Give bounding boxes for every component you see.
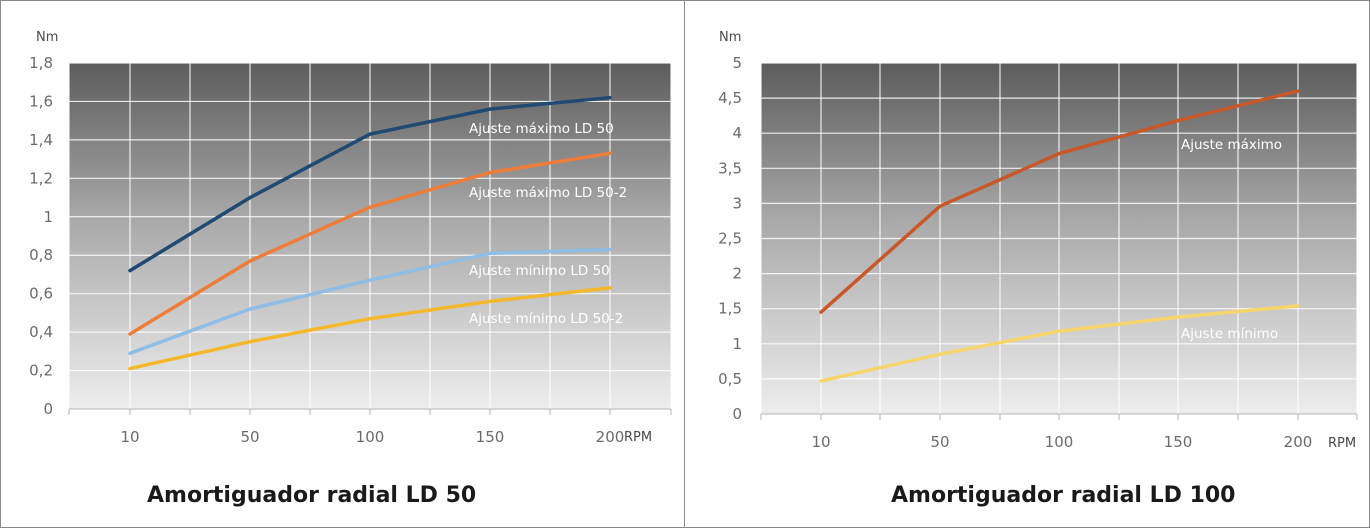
series-label: Ajuste mínimo LD 50-2 — [469, 311, 623, 327]
y-tick-label: 1,6 — [29, 92, 53, 110]
y-tick-label: 1,5 — [718, 300, 742, 318]
chart-caption: Amortiguador radial LD 100 — [891, 483, 1236, 508]
y-tick-label: 1,2 — [29, 169, 53, 187]
y-tick-label: 4 — [732, 124, 742, 142]
y-tick-label: 1 — [732, 335, 742, 353]
series-line — [128, 151, 612, 336]
x-tick-label: 150 — [476, 428, 505, 446]
y-tick-label: 0 — [732, 405, 742, 423]
x-axis-unit: RPM — [1328, 436, 1356, 451]
chart-panel-ld50: 0 0,2 0,4 0,6 0,8 1 1,2 1,4 1,6 1,8 10 50 100 150 200 N… — [0, 0, 685, 528]
y-tick-label: 0,6 — [29, 285, 53, 303]
y-tick-label: 0,5 — [718, 370, 742, 388]
y-axis-unit: Nm — [719, 30, 741, 45]
chart-caption: Amortiguador radial LD 50 — [147, 483, 477, 508]
series-label: Ajuste máximo — [1181, 137, 1282, 153]
x-tick-label: 100 — [356, 428, 385, 446]
x-tick-label: 50 — [240, 428, 259, 446]
y-tick-label: 4,5 — [718, 89, 742, 107]
x-tick-label: 100 — [1045, 433, 1074, 451]
chart-ld50: 0 0,2 0,4 0,6 0,8 1 1,2 1,4 1,6 1,8 10 50 100 150 200 N… — [29, 30, 672, 446]
y-tick-label: 1 — [43, 208, 53, 226]
y-tick-label: 2 — [732, 265, 742, 283]
y-tick-label: 1,4 — [29, 131, 53, 149]
series-label: Ajuste máximo LD 50 — [469, 121, 614, 137]
y-tick-label: 0,8 — [29, 246, 53, 264]
series-label: Ajuste mínimo LD 50 — [469, 263, 610, 279]
y-axis-unit: Nm — [36, 30, 58, 45]
x-tick-label: 10 — [120, 428, 139, 446]
series-line — [128, 95, 612, 273]
x-tick-label: 200 — [1284, 433, 1313, 451]
series-line — [819, 89, 1300, 314]
series-line — [128, 247, 612, 356]
x-tick-label: 50 — [930, 433, 949, 451]
y-tick-label: 3,5 — [718, 159, 742, 177]
y-tick-label: 3 — [732, 194, 742, 212]
series-line — [128, 286, 612, 371]
x-tick-label: 150 — [1164, 433, 1193, 451]
chart-panel-ld100: 0 0,5 1 1,5 2 2,5 3 3,5 4 4,5 5 10 50 100 150 200 Nm RPM A… — [684, 0, 1370, 528]
y-tick-label: 1,8 — [29, 54, 53, 72]
y-tick-label: 5 — [732, 54, 742, 72]
chart-ld100: 0 0,5 1 1,5 2 2,5 3 3,5 4 4,5 5 10 50 100 150 200 Nm RPM A… — [718, 30, 1358, 451]
y-tick-label: 0,2 — [29, 362, 53, 380]
x-axis-unit: RPM — [624, 430, 652, 445]
series-line — [819, 304, 1300, 383]
x-tick-label: 200 — [596, 428, 625, 446]
y-tick-label: 0 — [43, 400, 53, 418]
series-label: Ajuste mínimo — [1181, 326, 1278, 342]
x-tick-label: 10 — [811, 433, 830, 451]
y-tick-label: 0,4 — [29, 323, 53, 341]
series-label: Ajuste máximo LD 50-2 — [469, 185, 627, 201]
y-tick-label: 2,5 — [718, 230, 742, 248]
